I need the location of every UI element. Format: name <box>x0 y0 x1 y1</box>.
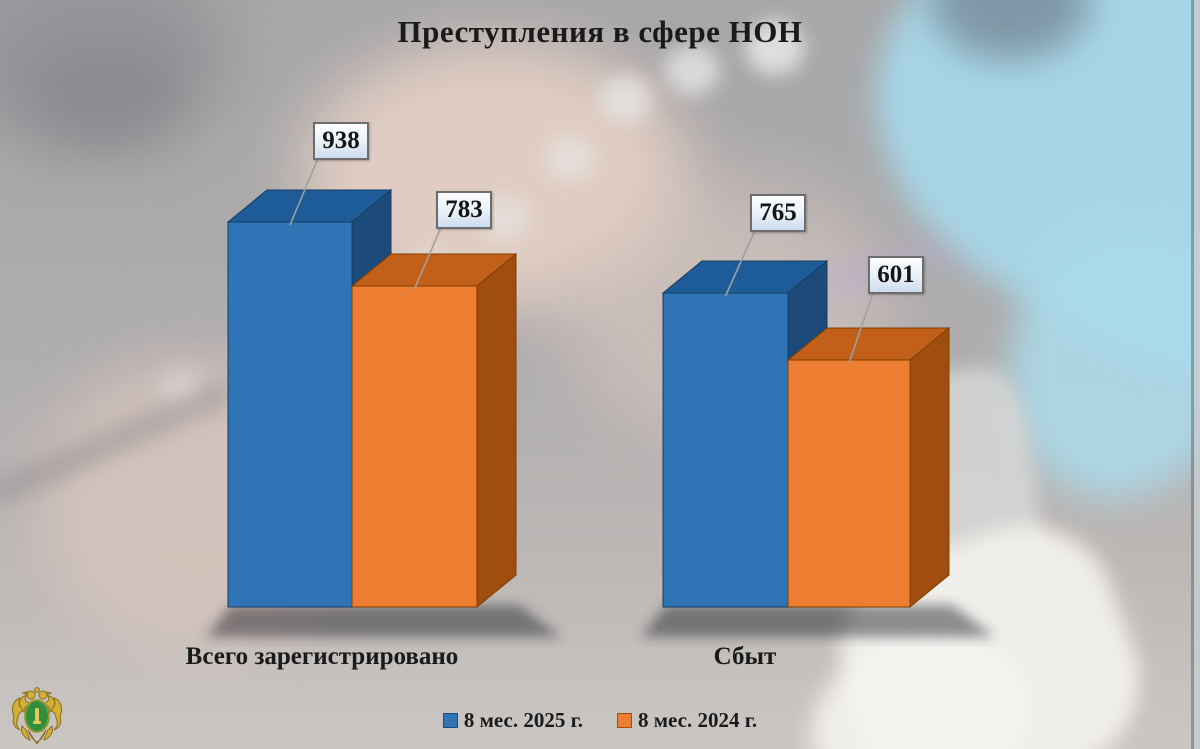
legend-label-2024: 8 мес. 2024 г. <box>638 708 758 732</box>
callout-line <box>724 227 757 297</box>
value-label: 765 <box>750 194 806 232</box>
chart-title: Преступления в сфере НОН <box>397 14 803 49</box>
bar-3d <box>786 326 951 609</box>
photo-blob <box>745 20 805 75</box>
photo-blob <box>600 75 652 123</box>
legend-item-2025: 8 мес. 2025 г. <box>442 708 583 733</box>
value-label: 783 <box>436 191 492 229</box>
photo-blob <box>665 45 720 95</box>
category-label-total: Всего зарегистрировано <box>185 643 459 670</box>
photo-blob <box>545 135 595 181</box>
value-label: 601 <box>868 256 924 294</box>
bar-3d <box>350 252 518 609</box>
photo-blob <box>30 40 180 140</box>
bar-group-shadow <box>641 605 995 637</box>
callout-line <box>289 155 320 226</box>
legend-label-2025: 8 мес. 2025 г. <box>463 708 583 732</box>
bar-group-shadow <box>206 605 562 637</box>
legend-item-2024: 8 мес. 2024 г. <box>617 708 757 733</box>
callout-line <box>413 224 443 290</box>
prosecutor-eagle-emblem-icon <box>11 687 63 745</box>
legend-swatch-blue-icon <box>442 713 458 728</box>
legend-swatch-orange-icon <box>617 713 632 728</box>
photo-edge-strip <box>1194 0 1200 749</box>
callout-line <box>848 289 875 364</box>
chart-legend: 8 мес. 2025 г. 8 мес. 2024 г. <box>0 708 1200 733</box>
value-label: 938 <box>313 122 369 160</box>
category-label-sale: Сбыт <box>713 643 777 670</box>
photo-edge-line <box>1191 0 1194 749</box>
